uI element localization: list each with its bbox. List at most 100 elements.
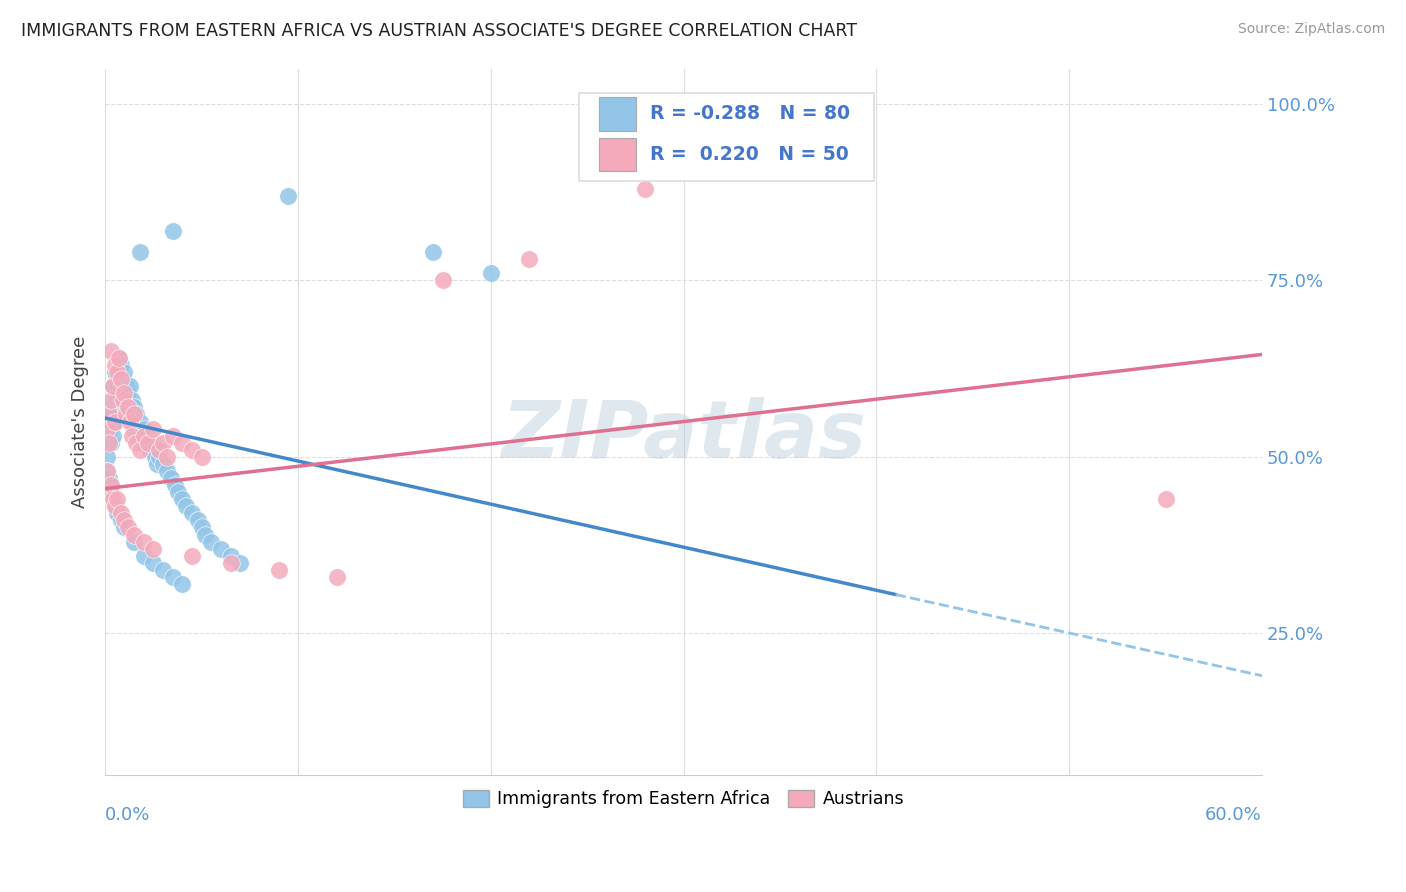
Point [104,415,127,429]
Point [107,351,129,365]
Point [142,556,165,570]
Point [110,358,132,372]
Point [200,534,222,549]
Point [104,500,127,514]
Point [96,422,118,436]
Point [121,393,143,408]
Point [114,393,136,408]
Point [100,393,122,408]
Text: Source: ZipAtlas.com: Source: ZipAtlas.com [1237,22,1385,37]
Point [136,428,159,442]
Y-axis label: Associate's Degree: Associate's Degree [72,335,89,508]
Point [141,435,163,450]
Point [162,570,184,584]
Point [152,435,174,450]
Point [98,485,121,500]
Point [219,549,242,563]
Point [111,372,134,386]
Point [190,520,212,534]
Point [142,422,165,436]
Point [98,435,121,450]
Point [181,442,204,457]
Point [104,365,127,379]
Point [105,506,128,520]
Point [120,401,142,415]
Point [100,478,122,492]
Point [634,181,657,195]
Point [96,450,118,464]
Point [100,343,122,358]
Point [132,428,155,442]
Point [100,415,122,429]
Point [143,450,166,464]
Point [172,492,194,507]
Point [120,379,142,393]
Legend: Immigrants from Eastern Africa, Austrians: Immigrants from Eastern Africa, Austrian… [456,782,911,815]
Point [117,401,139,415]
Point [122,527,145,541]
Point [194,527,217,541]
Point [132,534,155,549]
Point [125,435,148,450]
Point [219,556,242,570]
Point [132,422,155,436]
Point [277,188,299,202]
Point [127,422,149,436]
Point [104,393,127,408]
Point [110,513,132,527]
Point [111,393,134,408]
Point [100,435,122,450]
Point [517,252,540,267]
Point [129,442,152,457]
Point [167,485,190,500]
Point [136,435,159,450]
Point [121,428,143,442]
Point [142,442,165,457]
Point [120,415,142,429]
Point [162,428,184,442]
Point [114,386,136,401]
Point [138,442,160,457]
Point [122,401,145,415]
Point [132,549,155,563]
Point [142,541,165,556]
Point [98,435,121,450]
Point [114,365,136,379]
Point [156,464,179,478]
Point [162,224,184,238]
Point [131,428,153,442]
Point [110,372,132,386]
FancyBboxPatch shape [579,94,875,181]
Point [174,500,197,514]
Point [107,372,129,386]
Point [181,549,204,563]
Point [122,534,145,549]
Point [114,520,136,534]
Point [148,442,170,457]
Point [479,266,502,280]
Point [111,393,134,408]
Point [98,422,121,436]
Point [117,386,139,401]
Point [105,365,128,379]
Point [135,435,157,450]
FancyBboxPatch shape [599,137,636,171]
Text: ZIPatlas: ZIPatlas [501,397,866,475]
Point [156,450,179,464]
Point [104,358,127,372]
Point [105,379,128,393]
Point [115,401,138,415]
Point [115,408,138,422]
Point [105,401,128,415]
Point [98,471,121,485]
Point [101,492,124,507]
Point [96,464,118,478]
Point [100,401,122,415]
Point [100,478,122,492]
Point [163,478,186,492]
Point [267,563,290,577]
Point [101,408,124,422]
Point [122,422,145,436]
Point [172,577,194,591]
Point [117,401,139,415]
